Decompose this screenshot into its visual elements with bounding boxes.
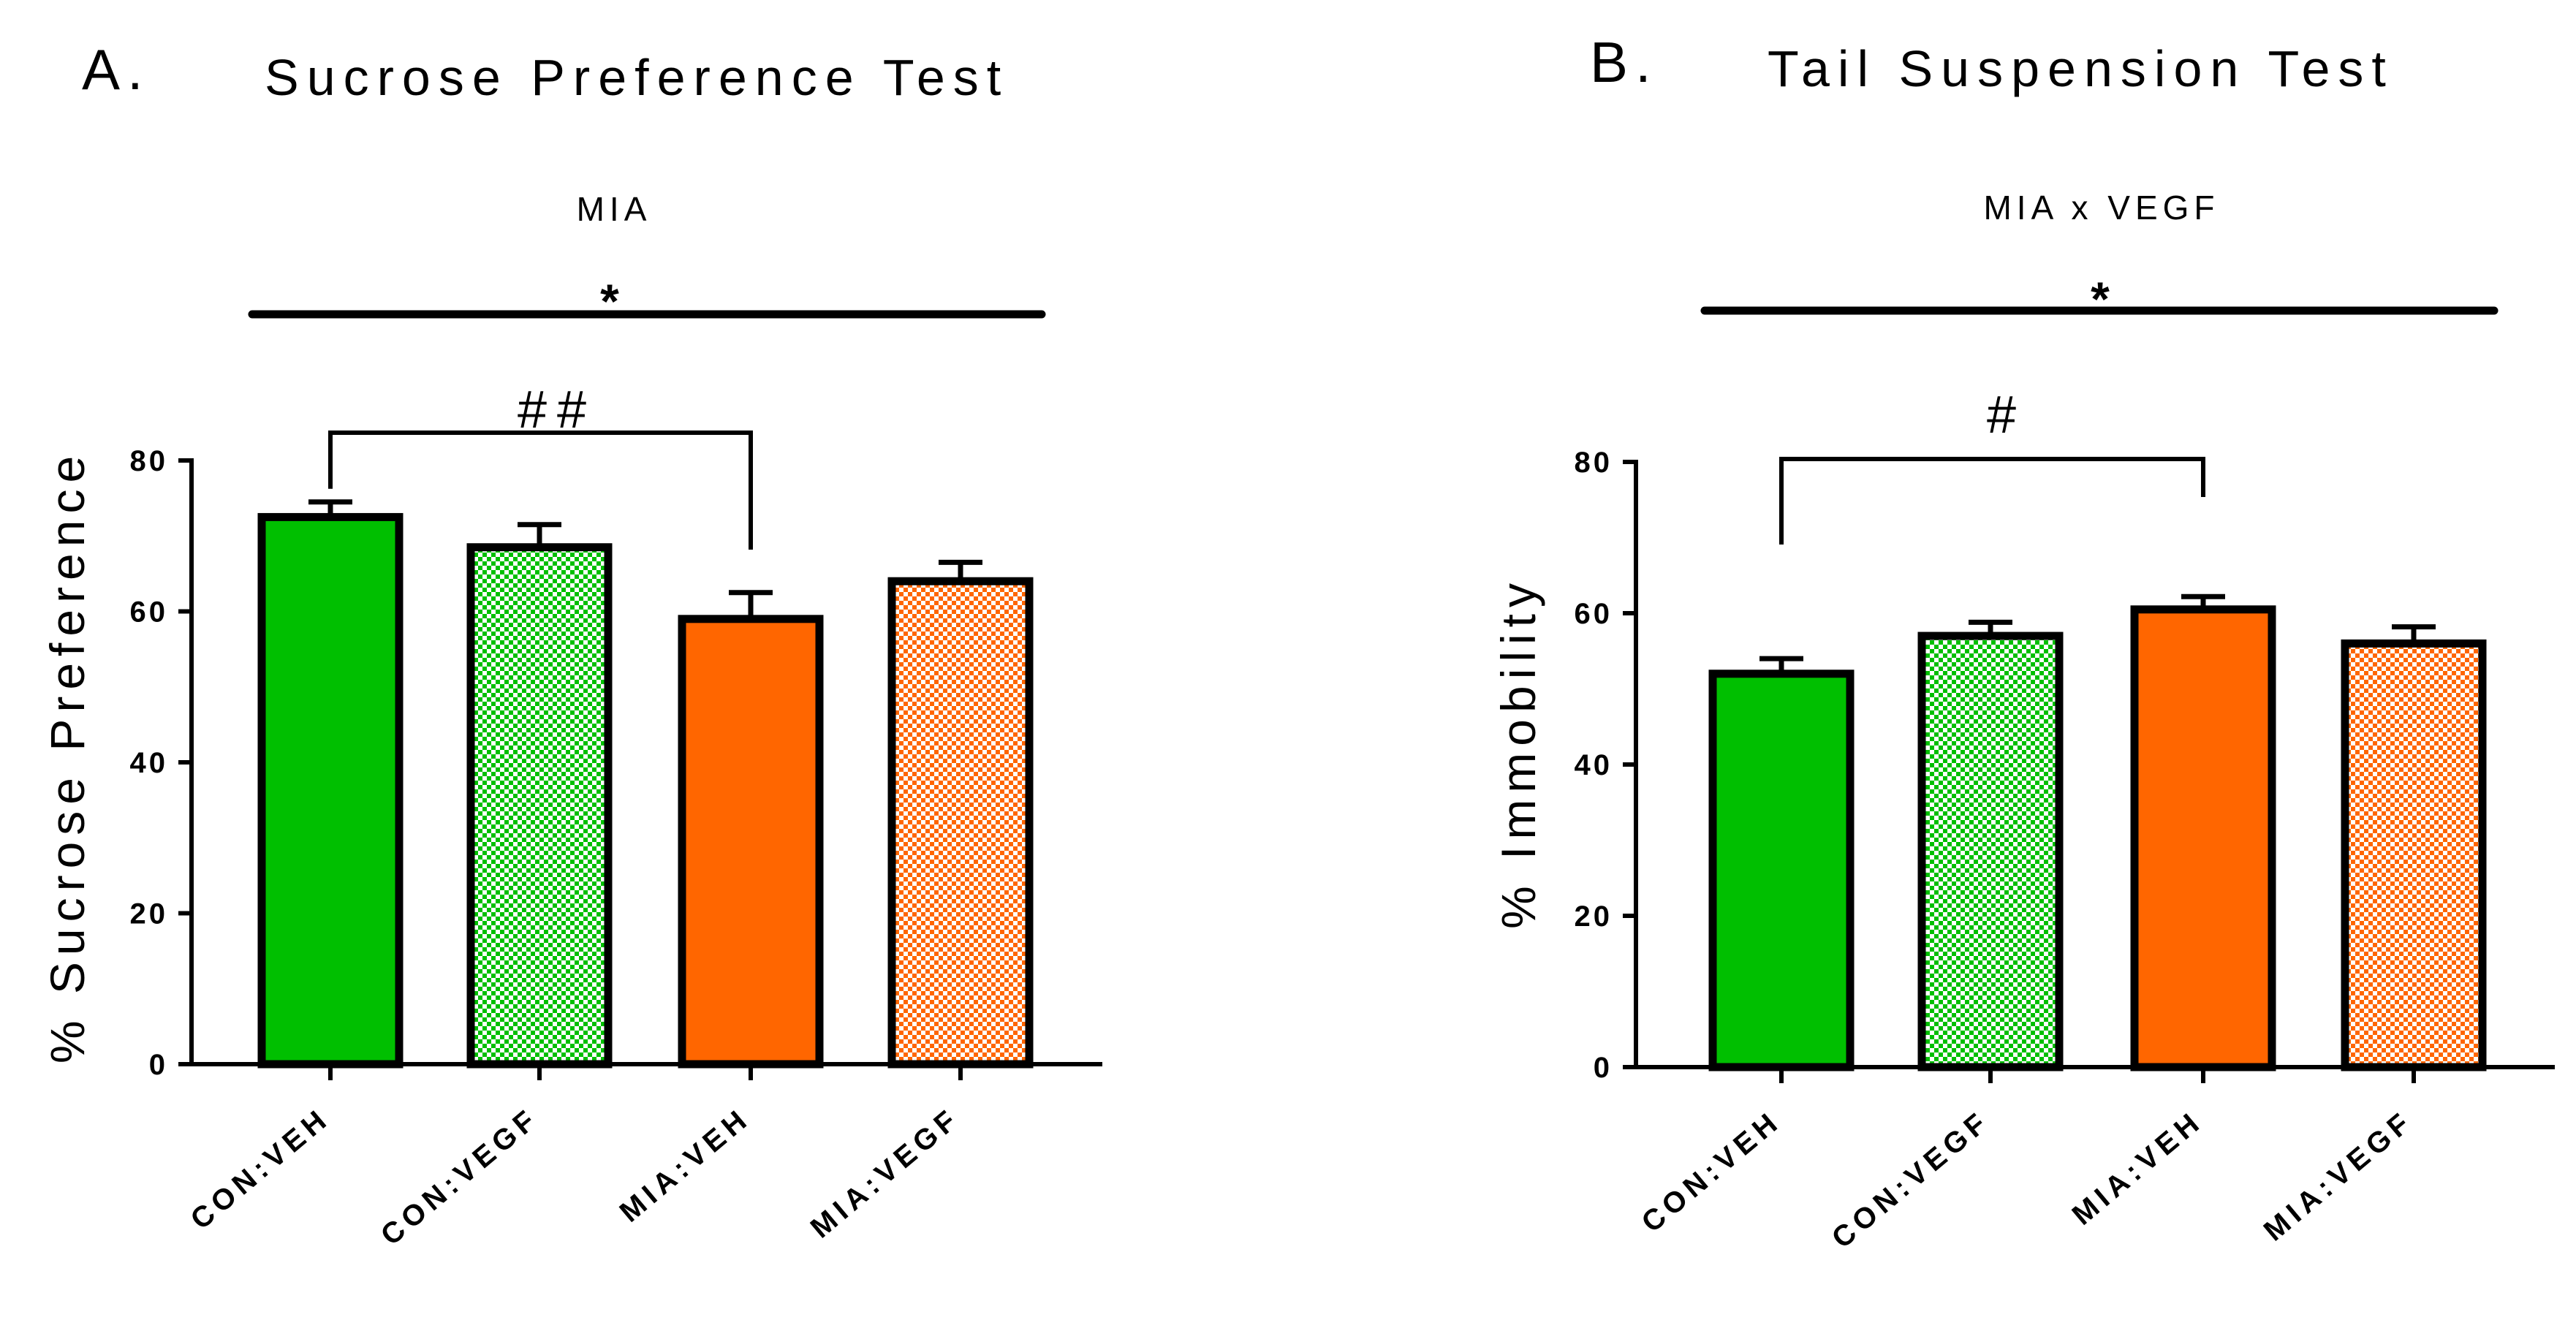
panel-a-x-tick-mia-veh: MIA:VEH	[614, 1064, 757, 1229]
panel-a-bar-mia-veh	[678, 590, 824, 1069]
panel-a-bar-con-vegf	[466, 522, 613, 1069]
panel-a-letter: A.	[82, 37, 151, 102]
panel-b-comparison-mark: #	[1987, 386, 2026, 444]
panel-a: A. Sucrose Preference Test MIA * ## % Su…	[40, 37, 1102, 1252]
panel-b-x-tick-con-veh: CON:VEH	[1636, 1067, 1787, 1239]
panel-b-x-tick-mia-veh: MIA:VEH	[2067, 1067, 2209, 1232]
panel-b-y-axis: 0 20 40 60 80	[1575, 447, 1638, 1084]
panel-b-y-tick-60: 60	[1575, 598, 1636, 630]
panel-b-bar-rect-mia-vegf	[2341, 639, 2487, 1071]
panel-a-y-tick-40: 40	[130, 747, 192, 779]
panel-a-significance-star: *	[600, 274, 619, 328]
panel-a-comparison-bracket	[328, 430, 753, 550]
panel-a-bar-mia-vegf	[887, 559, 1034, 1069]
panel-a-comparison-mark: ##	[518, 381, 596, 439]
panel-a-y-tick-label-60: 60	[130, 596, 169, 629]
panel-b: B. Tail Suspension Test MIA x VEGF * # %…	[1491, 30, 2555, 1255]
panel-b-y-tick-label-80: 80	[1575, 447, 1613, 479]
panel-a-bar-rect-mia-veh	[678, 615, 824, 1069]
panel-b-bar-con-veh	[1708, 656, 1855, 1071]
panel-b-y-axis-label: % Immobility	[1491, 577, 1545, 929]
panel-b-bar-rect-con-veh	[1708, 670, 1855, 1071]
panel-a-bar-rect-con-veh	[257, 512, 404, 1069]
panel-b-significance-star: *	[2091, 272, 2110, 326]
panel-a-x-tick-con-vegf: CON:VEGF	[375, 1064, 545, 1252]
panel-a-y-tick-20: 20	[130, 898, 192, 930]
panel-a-effect-label: MIA	[577, 190, 652, 228]
panel-b-title: Tail Suspension Test	[1768, 40, 2394, 97]
panel-b-bar-rect-mia-veh	[2130, 605, 2276, 1071]
panel-b-x-tick-label-con-vegf: CON:VEGF	[1826, 1104, 1996, 1254]
panel-a-title: Sucrose Preference Test	[265, 49, 1009, 106]
panel-a-y-tick-label-0: 0	[149, 1049, 168, 1081]
panel-b-y-tick-label-0: 0	[1594, 1052, 1613, 1084]
panel-a-x-tick-label-mia-vegf: MIA:VEGF	[805, 1101, 966, 1244]
panel-b-comparison-bracket	[1779, 457, 2205, 545]
panel-a-y-axis: 0 20 40 60 80	[130, 445, 194, 1081]
panel-a-x-tick-con-veh: CON:VEH	[185, 1064, 336, 1236]
panel-b-y-tick-label-60: 60	[1575, 598, 1613, 630]
panel-a-y-tick-label-40: 40	[130, 747, 169, 779]
panel-b-y-tick-0: 0	[1594, 1052, 1636, 1084]
panel-a-y-tick-label-80: 80	[130, 445, 169, 477]
panel-a-bar-rect-mia-vegf	[887, 577, 1034, 1069]
panel-b-bar-con-vegf	[1917, 619, 2064, 1071]
panel-b-bar-mia-veh	[2130, 593, 2276, 1071]
panel-a-y-tick-0: 0	[149, 1049, 192, 1081]
panel-a-y-axis-label: % Sucrose Preference	[40, 450, 94, 1063]
panel-a-x-tick-mia-vegf: MIA:VEGF	[805, 1064, 966, 1245]
panel-b-x-tick-mia-vegf: MIA:VEGF	[2258, 1067, 2420, 1248]
panel-a-x-tick-label-con-vegf: CON:VEGF	[375, 1101, 545, 1251]
panel-b-y-tick-20: 20	[1575, 900, 1636, 933]
panel-b-letter: B.	[1590, 30, 1659, 94]
panel-a-y-tick-80: 80	[130, 445, 192, 477]
panel-b-x-tick-label-mia-veh: MIA:VEH	[2067, 1104, 2209, 1232]
panel-b-bar-mia-vegf	[2341, 624, 2487, 1071]
panel-b-x-tick-label-con-veh: CON:VEH	[1636, 1104, 1787, 1239]
panel-a-x-tick-label-mia-veh: MIA:VEH	[614, 1101, 757, 1229]
panel-b-y-tick-label-40: 40	[1575, 749, 1613, 781]
panel-b-x-tick-label-mia-vegf: MIA:VEGF	[2258, 1104, 2420, 1247]
panel-b-x-tick-con-vegf: CON:VEGF	[1826, 1067, 1996, 1255]
panel-a-bar-con-veh	[257, 499, 404, 1069]
panel-b-effect-label: MIA x VEGF	[1983, 189, 2219, 227]
panel-b-y-tick-80: 80	[1575, 447, 1636, 479]
panel-b-y-tick-label-20: 20	[1575, 900, 1613, 933]
panel-a-y-tick-60: 60	[130, 596, 192, 629]
panel-a-y-tick-label-20: 20	[130, 898, 169, 930]
panel-a-x-tick-label-con-veh: CON:VEH	[185, 1101, 336, 1236]
panel-b-y-tick-40: 40	[1575, 749, 1636, 781]
panel-b-bar-rect-con-vegf	[1917, 631, 2064, 1071]
panel-a-bar-rect-con-vegf	[466, 543, 613, 1069]
